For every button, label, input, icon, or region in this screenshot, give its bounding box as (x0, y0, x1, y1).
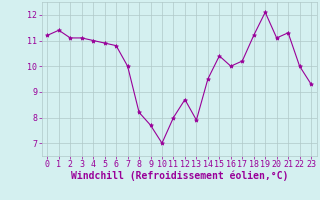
X-axis label: Windchill (Refroidissement éolien,°C): Windchill (Refroidissement éolien,°C) (70, 171, 288, 181)
